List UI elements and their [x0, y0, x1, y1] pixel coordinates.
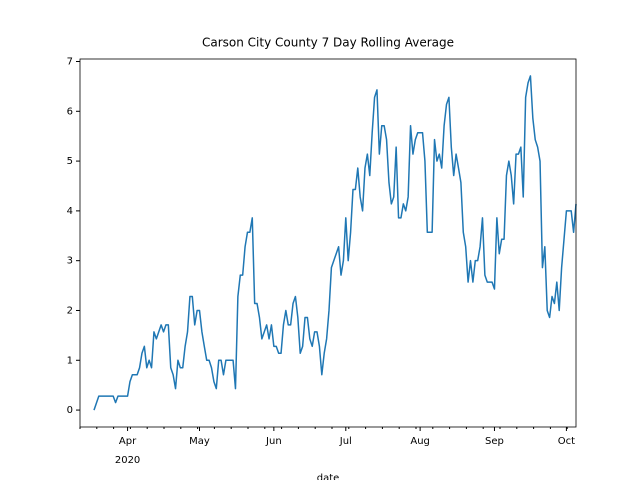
data-line	[93, 75, 577, 411]
x-tick-label: Sep	[485, 436, 504, 447]
y-tick-label: 0	[67, 405, 73, 416]
x-tick-label: Jul	[339, 436, 352, 447]
y-tick-label: 3	[67, 256, 73, 267]
y-tick-label: 2	[67, 305, 73, 316]
x-tick-label: Oct	[558, 436, 575, 447]
x-axis-label: date	[317, 473, 340, 480]
y-tick-label: 7	[67, 56, 73, 67]
chart-title: Carson City County 7 Day Rolling Average	[202, 36, 454, 50]
y-tick-label: 6	[67, 106, 73, 117]
plot-frame	[79, 58, 577, 428]
y-tick-label: 1	[67, 355, 73, 366]
y-tick-label: 4	[67, 206, 73, 217]
x-tick-label: May	[189, 436, 210, 447]
x-tick-label: Aug	[410, 436, 430, 447]
y-tick-label: 5	[67, 156, 73, 167]
x-tick-label: Jun	[265, 436, 282, 447]
x-tick-label: Apr	[119, 436, 137, 447]
x-year-label: 2020	[115, 455, 140, 466]
